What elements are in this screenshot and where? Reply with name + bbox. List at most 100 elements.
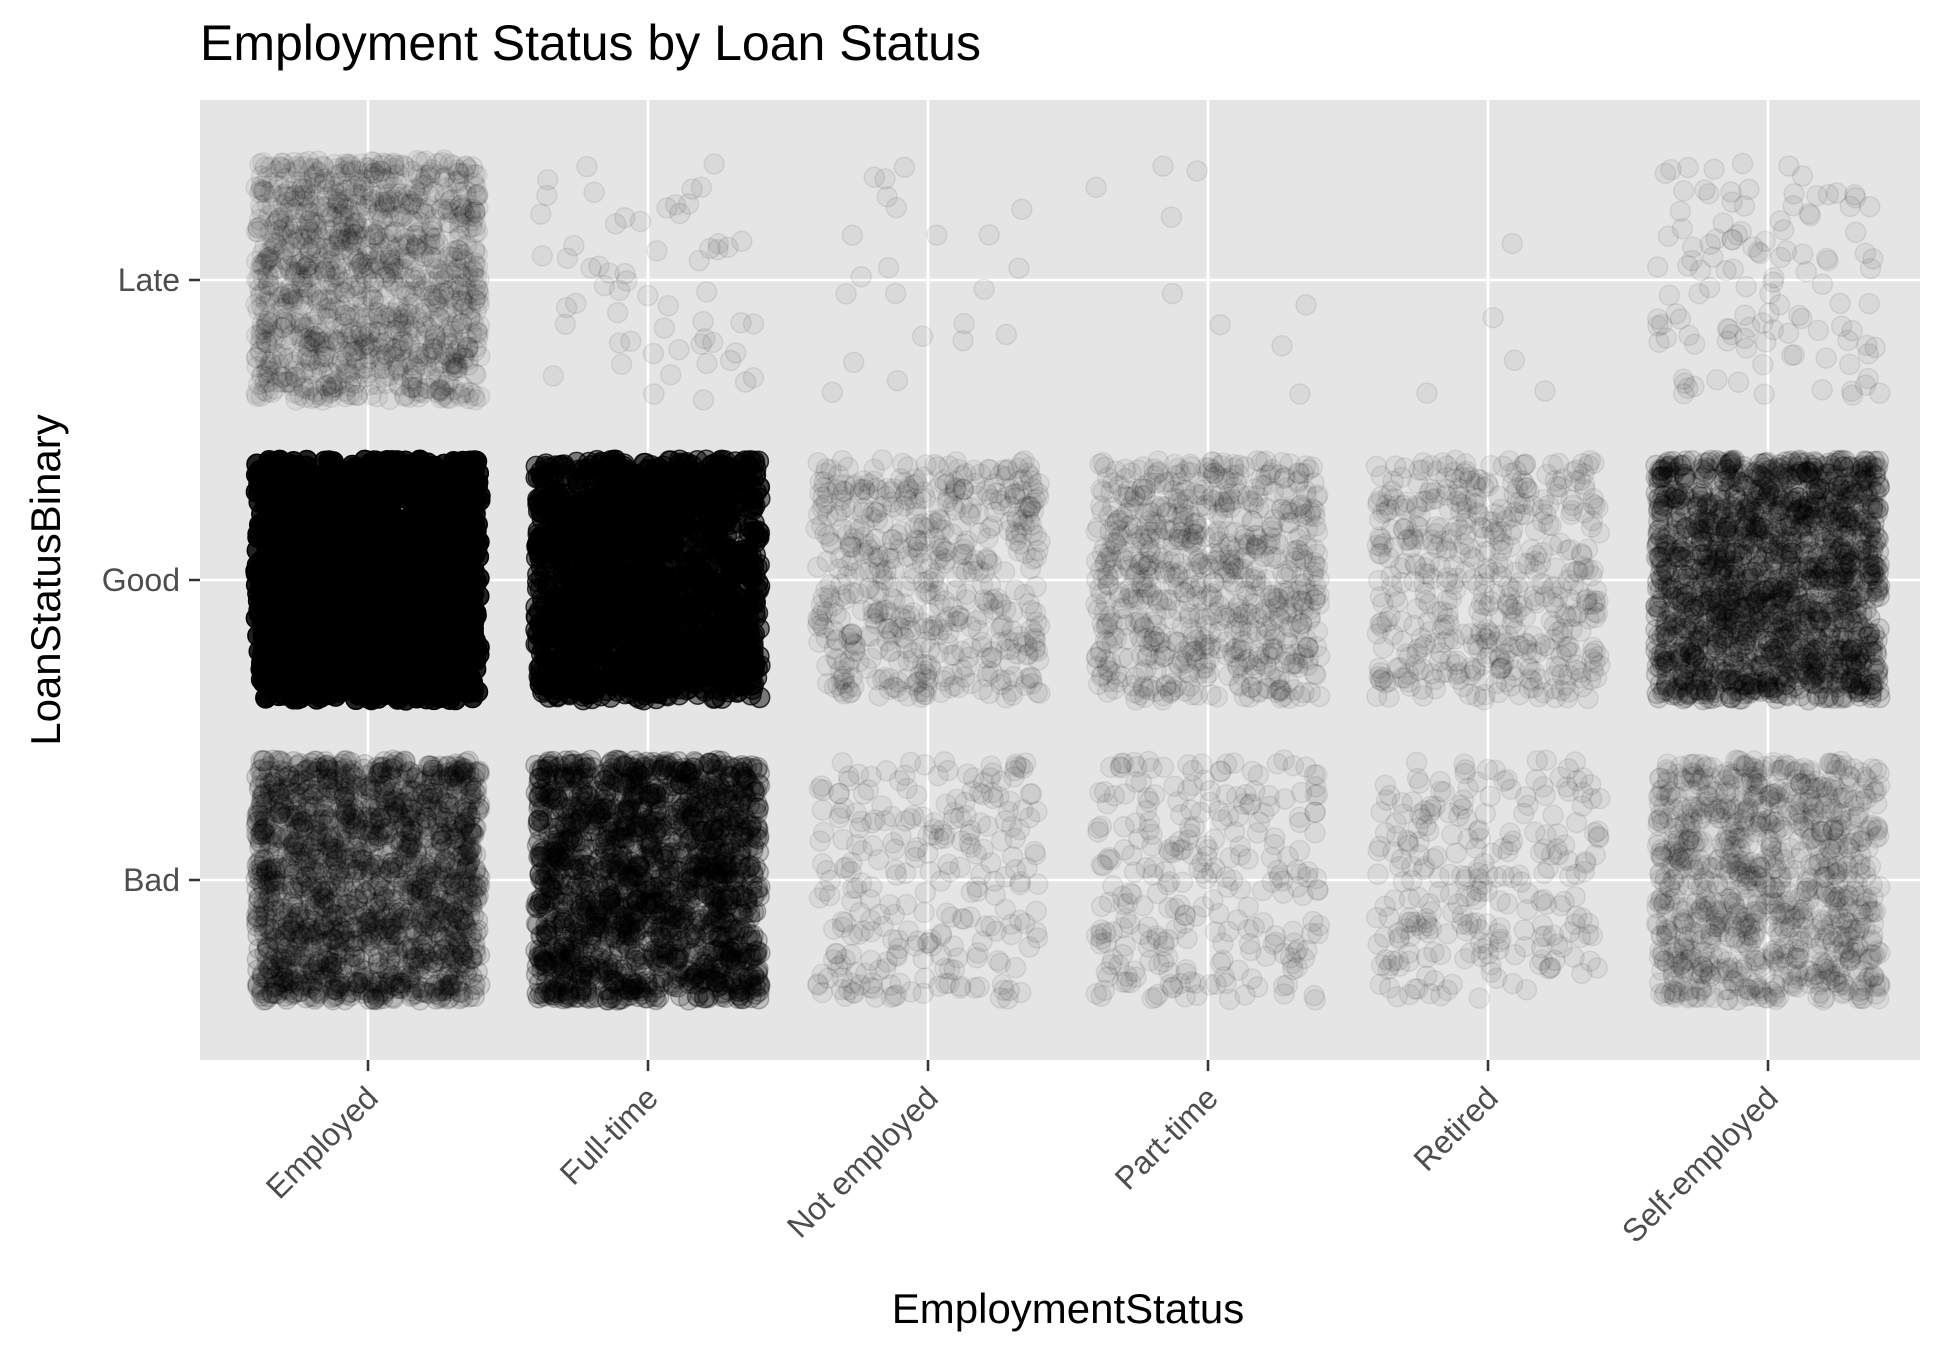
data-point [420, 488, 440, 508]
data-point [459, 937, 479, 957]
data-point [273, 195, 293, 215]
data-point [312, 526, 332, 546]
data-point [273, 830, 293, 850]
data-point [458, 389, 478, 409]
data-point [386, 262, 406, 282]
data-point [401, 478, 421, 498]
data-point [257, 636, 277, 656]
data-point [252, 654, 272, 674]
data-point [380, 661, 400, 681]
data-point [310, 678, 330, 698]
data-point [259, 454, 279, 474]
data-point [432, 336, 452, 356]
data-point [327, 865, 347, 885]
data-point [371, 358, 391, 378]
data-point [330, 771, 350, 791]
data-point [251, 166, 271, 186]
data-point [412, 931, 432, 951]
data-point [250, 210, 270, 230]
data-point [351, 461, 371, 481]
data-point [337, 503, 357, 523]
data-point [374, 510, 394, 530]
data-point [250, 831, 270, 851]
data-point [345, 841, 365, 861]
data-point [468, 291, 488, 311]
data-point [412, 243, 432, 263]
data-point [393, 155, 413, 175]
data-point [400, 907, 420, 927]
data-point [321, 975, 341, 995]
data-point [305, 810, 325, 830]
data-point [302, 877, 322, 897]
data-point [395, 205, 415, 225]
data-point [396, 806, 416, 826]
data-point [381, 225, 401, 245]
data-point [302, 389, 322, 409]
data-point [269, 518, 289, 538]
data-point [249, 271, 269, 291]
data-point [363, 290, 383, 310]
data-point [336, 895, 356, 915]
data-point [287, 571, 307, 591]
data-point [354, 178, 374, 198]
data-point [280, 542, 300, 562]
data-point [468, 324, 488, 344]
data-point [337, 198, 357, 218]
data-point [409, 977, 429, 997]
data-point [448, 464, 468, 484]
data-point [426, 356, 446, 376]
data-point [247, 386, 267, 406]
data-point [447, 160, 467, 180]
data-point [289, 764, 309, 784]
data-point [352, 538, 372, 558]
data-point [446, 860, 466, 880]
data-point [293, 153, 313, 173]
data-point [428, 951, 448, 971]
data-point [375, 752, 395, 772]
data-point [273, 294, 293, 314]
data-point [307, 595, 327, 615]
data-point [313, 156, 333, 176]
data-point [309, 850, 329, 870]
data-point [398, 579, 418, 599]
data-point [364, 813, 384, 833]
data-point [366, 308, 386, 328]
data-point [353, 949, 373, 969]
data-point [252, 800, 272, 820]
data-point [379, 683, 399, 703]
data-point [435, 899, 455, 919]
data-point [377, 903, 397, 923]
data-point [275, 593, 295, 613]
data-point [405, 504, 425, 524]
data-point [318, 303, 338, 323]
data-point [371, 490, 391, 510]
data-point [404, 768, 424, 788]
data-point [339, 384, 359, 404]
data-point [431, 607, 451, 627]
data-point [350, 603, 370, 623]
data-point [437, 388, 457, 408]
chart-title: Employment Status by Loan Status [200, 15, 981, 71]
data-point [421, 853, 441, 873]
data-point [408, 881, 428, 901]
data-point [249, 779, 269, 799]
data-point [363, 576, 383, 596]
data-point [299, 264, 319, 284]
data-point [354, 645, 374, 665]
data-point [440, 689, 460, 709]
data-point [438, 664, 458, 684]
data-point [327, 541, 347, 561]
data-point [427, 154, 447, 174]
data-point [331, 825, 351, 845]
data-point [465, 341, 485, 361]
data-point [382, 451, 402, 471]
data-point [371, 162, 391, 182]
data-point [303, 979, 323, 999]
data-point [313, 916, 333, 936]
data-point [290, 903, 310, 923]
data-point [458, 605, 478, 625]
data-point [449, 628, 469, 648]
data-point [257, 861, 277, 881]
data-point [316, 239, 336, 259]
data-point [336, 154, 356, 174]
